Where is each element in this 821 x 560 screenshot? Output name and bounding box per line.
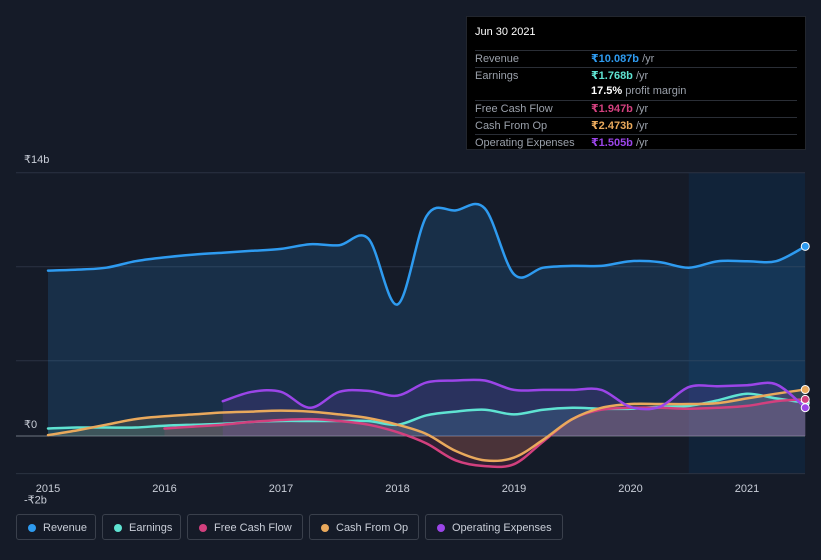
- legend-dot-icon: [114, 524, 122, 532]
- line-cash-from-op: [46, 388, 807, 463]
- x-tick-label: 2021: [735, 483, 759, 495]
- tooltip-row-label: Revenue: [475, 53, 520, 65]
- legend-item-free-cash-flow[interactable]: Free Cash Flow: [187, 514, 303, 540]
- tooltip-row-label: Earnings: [475, 70, 519, 82]
- x-tick-label: 2019: [502, 483, 526, 495]
- endpoint-revenue: [800, 241, 810, 251]
- tooltip-row-value: ₹10.087b /yr: [591, 53, 655, 65]
- tooltip-row: 17.5% profit margin: [475, 83, 797, 99]
- area-revenue: [48, 203, 806, 436]
- line-revenue: [46, 202, 807, 306]
- tooltip-row: Earnings ₹1.768b /yr: [475, 67, 797, 84]
- legend-dot-icon: [321, 524, 329, 532]
- tooltip-date: Jun 30 2021: [475, 26, 536, 38]
- area-earnings: [48, 393, 806, 436]
- legend-item-operating-expenses[interactable]: Operating Expenses: [425, 514, 563, 540]
- tooltip-row-label: Cash From Op: [475, 120, 548, 132]
- legend-item-earnings[interactable]: Earnings: [102, 514, 181, 540]
- line-free-cash-flow: [163, 398, 807, 469]
- tooltip-row: Free Cash Flow ₹1.947b /yr: [475, 100, 797, 117]
- legend-label: Free Cash Flow: [214, 522, 292, 534]
- highlight-region: [688, 172, 805, 474]
- tooltip-row-label: Free Cash Flow: [475, 103, 553, 115]
- y-tick-label: -₹2b: [24, 495, 47, 507]
- legend-dot-icon: [199, 524, 207, 532]
- endpoint-cash-from-op: [800, 385, 810, 395]
- legend-dot-icon: [437, 524, 445, 532]
- line-earnings: [46, 392, 807, 430]
- tooltip-row: Revenue ₹10.087b /yr: [475, 50, 797, 67]
- legend-label: Revenue: [43, 522, 88, 534]
- area-free-cash-flow: [164, 399, 806, 467]
- tooltip-panel: Jun 30 2021 Revenue ₹10.087b /yr Earnings ₹…: [466, 16, 806, 150]
- line-operating-expenses: [221, 378, 807, 411]
- legend-item-cash-from-op[interactable]: Cash From Op: [309, 514, 419, 540]
- tooltip-row-value: ₹1.505b /yr: [591, 137, 649, 149]
- x-tick-label: 2018: [385, 483, 409, 495]
- x-tick-label: 2020: [618, 483, 642, 495]
- tooltip-row: Operating Expenses ₹1.505b /yr: [475, 134, 797, 151]
- tooltip-row-value: ₹2.473b /yr: [591, 120, 649, 132]
- y-tick-label: ₹14b: [24, 154, 49, 166]
- endpoint-operating-expenses: [800, 403, 810, 413]
- tooltip-row: Cash From Op ₹2.473b /yr: [475, 117, 797, 134]
- x-tick-label: 2015: [36, 483, 60, 495]
- y-tick-label: ₹0: [24, 419, 37, 431]
- tooltip-row-value: 17.5% profit margin: [591, 85, 687, 97]
- legend-item-revenue[interactable]: Revenue: [16, 514, 96, 540]
- legend-label: Earnings: [129, 522, 173, 534]
- tooltip-row-value: ₹1.768b /yr: [591, 70, 649, 82]
- x-tick-label: 2017: [269, 483, 293, 495]
- legend-dot-icon: [28, 524, 36, 532]
- tooltip-row-value: ₹1.947b /yr: [591, 103, 649, 115]
- tooltip-row-label: Operating Expenses: [475, 137, 575, 149]
- x-tick-label: 2016: [152, 483, 176, 495]
- endpoint-free-cash-flow: [800, 394, 810, 404]
- legend-label: Operating Expenses: [452, 522, 552, 534]
- legend-label: Cash From Op: [336, 522, 409, 534]
